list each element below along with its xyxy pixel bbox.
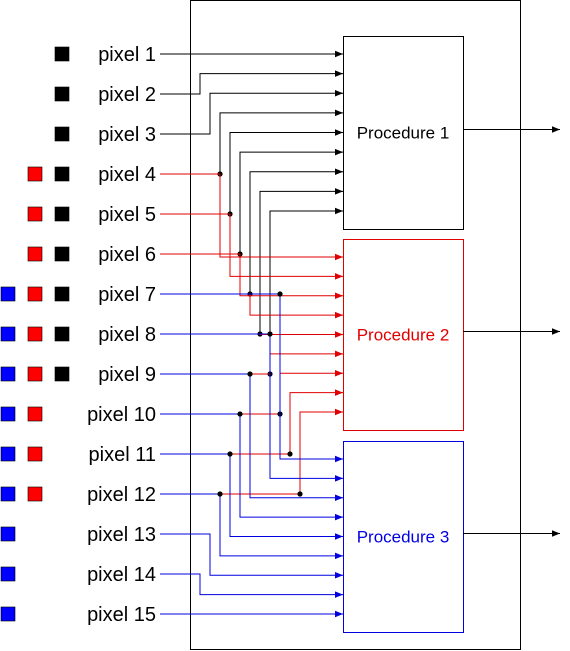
wire-8-to-proc-3 bbox=[160, 333, 343, 482]
marker-black-7 bbox=[54, 286, 70, 302]
procedure-2-label: Procedure 2 bbox=[357, 326, 450, 345]
pixel-label-12: pixel 12 bbox=[87, 484, 156, 506]
wire-5-to-proc-2 bbox=[160, 213, 343, 280]
marker-blue-10 bbox=[0, 406, 16, 422]
pixel-label-8: pixel 8 bbox=[98, 324, 156, 346]
marker-red-11 bbox=[27, 446, 43, 462]
marker-red-5 bbox=[27, 206, 43, 222]
marker-red-7 bbox=[27, 286, 43, 302]
wire-10-to-proc-3 bbox=[160, 413, 343, 521]
wire-9-to-proc-3 bbox=[160, 373, 343, 501]
pixel-label-9: pixel 9 bbox=[98, 364, 156, 386]
wire-11-to-proc-3 bbox=[160, 453, 343, 540]
wire-3-to-proc-1 bbox=[160, 90, 343, 135]
marker-red-9 bbox=[27, 366, 43, 382]
pixel-label-13: pixel 13 bbox=[87, 524, 156, 546]
wire-12-to-proc-3 bbox=[160, 493, 343, 560]
pixel-label-7: pixel 7 bbox=[98, 284, 156, 306]
marker-black-6 bbox=[54, 246, 70, 262]
pixel-label-10: pixel 10 bbox=[87, 404, 156, 426]
wire-13-to-proc-3 bbox=[160, 533, 343, 579]
marker-black-1 bbox=[54, 46, 70, 62]
marker-red-4 bbox=[27, 166, 43, 182]
marker-blue-7 bbox=[0, 286, 16, 302]
pixel-label-5: pixel 5 bbox=[98, 204, 156, 226]
marker-blue-11 bbox=[0, 446, 16, 462]
procedure-3-label: Procedure 3 bbox=[357, 528, 450, 547]
marker-black-2 bbox=[54, 86, 70, 102]
pixel-label-4: pixel 4 bbox=[98, 164, 156, 186]
marker-black-9 bbox=[54, 366, 70, 382]
junction-dot bbox=[277, 291, 283, 297]
wire-7-to-proc-3 bbox=[160, 293, 343, 463]
procedure-2-box bbox=[343, 239, 464, 431]
marker-red-12 bbox=[27, 486, 43, 502]
pixel-list: pixel 1 pixel 2 pixel 3 pixel 4 pixel 5 pixel… bbox=[0, 44, 156, 626]
marker-red-10 bbox=[27, 406, 43, 422]
pixel-label-1: pixel 1 bbox=[98, 44, 156, 66]
wire-14-to-proc-3 bbox=[160, 573, 343, 598]
junction-dot bbox=[267, 331, 273, 337]
marker-black-5 bbox=[54, 206, 70, 222]
marker-blue-8 bbox=[0, 326, 16, 342]
junction-dot bbox=[217, 491, 223, 497]
procedure-1-label: Procedure 1 bbox=[357, 124, 450, 143]
marker-black-3 bbox=[54, 126, 70, 142]
junction-dot bbox=[237, 411, 243, 417]
marker-blue-9 bbox=[0, 366, 16, 382]
junction-dot bbox=[297, 491, 303, 497]
marker-red-8 bbox=[27, 326, 43, 342]
pixel-label-11: pixel 11 bbox=[89, 444, 156, 466]
marker-black-4 bbox=[54, 166, 70, 182]
procedure-1-box bbox=[343, 36, 464, 230]
pixel-label-15: pixel 15 bbox=[87, 604, 156, 626]
marker-blue-12 bbox=[0, 486, 16, 502]
pixel-label-2: pixel 2 bbox=[98, 84, 156, 106]
pixel-label-14: pixel 14 bbox=[87, 564, 156, 586]
procedure-3-box bbox=[343, 441, 464, 633]
pixel-label-6: pixel 6 bbox=[98, 244, 156, 266]
marker-blue-15 bbox=[0, 606, 16, 622]
junction-dot bbox=[227, 451, 233, 457]
marker-red-6 bbox=[27, 246, 43, 262]
marker-black-8 bbox=[54, 326, 70, 342]
junction-dot bbox=[287, 451, 293, 457]
pixel-label-3: pixel 3 bbox=[98, 124, 156, 146]
marker-blue-14 bbox=[0, 566, 16, 582]
marker-blue-13 bbox=[0, 526, 16, 542]
wires bbox=[160, 50, 343, 618]
wire-6-to-proc-2 bbox=[160, 253, 343, 299]
procedures: Procedure 1 Procedure 2 Procedure 3 bbox=[343, 36, 560, 633]
wire-2-to-proc-1 bbox=[160, 70, 343, 95]
wire-4-to-proc-2 bbox=[160, 173, 343, 261]
junction-dot bbox=[247, 371, 253, 377]
